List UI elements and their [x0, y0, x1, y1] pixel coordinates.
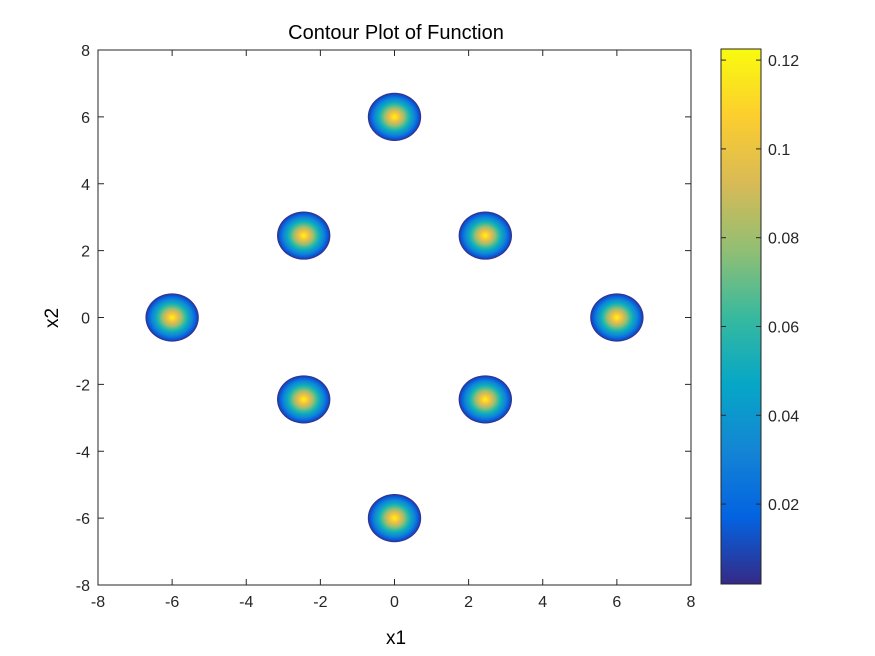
x-tick-label: 6 — [612, 594, 621, 611]
x-tick-label: -6 — [165, 594, 179, 611]
x-axis-label: x1 — [386, 628, 406, 649]
y-tick-label: 8 — [81, 43, 90, 60]
colorbar-tick-label: 0.04 — [768, 408, 799, 425]
y-tick-label: -8 — [76, 578, 90, 595]
contour-peak-1 — [367, 92, 422, 141]
contour-peak-8 — [277, 211, 331, 260]
y-tick-label: 4 — [81, 177, 90, 194]
y-tick-label: 6 — [81, 110, 90, 127]
contour-peak-3 — [590, 293, 644, 342]
contour-peak-5 — [367, 494, 422, 543]
colorbar-ticks: 0.02 0.04 0.06 0.08 0.1 0.12 — [721, 53, 799, 514]
x-tick-label: 2 — [464, 594, 473, 611]
colorbar-tick-label: 0.12 — [768, 53, 799, 70]
colorbar-tick-label: 0.1 — [768, 142, 790, 159]
y-tick-label: 2 — [81, 244, 90, 261]
y-tick-label: -2 — [76, 377, 90, 394]
contour-peak-4 — [458, 375, 512, 424]
chart-title: Contour Plot of Function — [288, 22, 504, 44]
x-axis: -8 -6 -4 -2 0 2 4 6 8 — [91, 50, 696, 611]
colorbar-frame — [720, 48, 762, 585]
contour-peak-7 — [145, 293, 199, 342]
x-tick-label: -4 — [239, 594, 253, 611]
x-tick-label: 8 — [687, 594, 696, 611]
y-axis: -8 -6 -4 -2 0 2 4 6 8 — [76, 43, 691, 595]
x-tick-label: -8 — [91, 594, 105, 611]
colorbar-tick-label: 0.02 — [768, 497, 799, 514]
colorbar-tick-label: 0.06 — [768, 319, 799, 336]
y-tick-label: -4 — [76, 444, 90, 461]
x-tick-label: 4 — [538, 594, 547, 611]
contour-peak-6 — [277, 375, 331, 424]
y-axis-label: x2 — [42, 308, 63, 328]
contour-peak-2 — [458, 211, 512, 260]
y-tick-label: 0 — [81, 311, 90, 328]
colorbar-tick-label: 0.08 — [768, 231, 799, 248]
colorbar-gradient-bar — [721, 49, 761, 584]
colorbar: 0.02 0.04 0.06 0.08 0.1 0.12 — [720, 48, 799, 585]
y-tick-label: -6 — [76, 511, 90, 528]
x-tick-label: -2 — [313, 594, 327, 611]
contour-layer — [145, 92, 644, 543]
x-tick-label: 0 — [390, 594, 399, 611]
